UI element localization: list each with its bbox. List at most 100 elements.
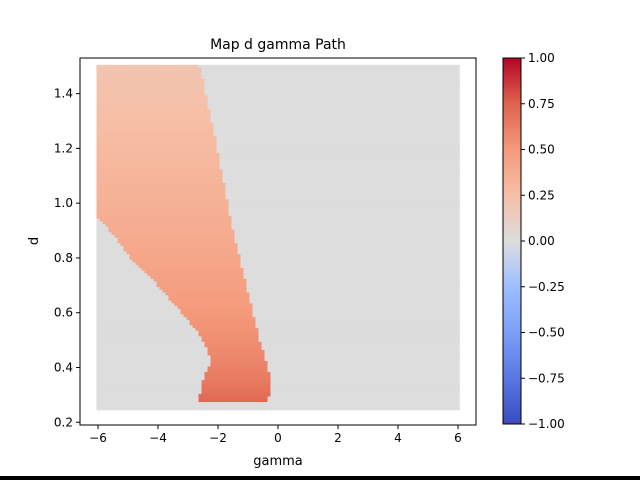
heatmap-cell [366, 377, 370, 381]
heatmap-cell [321, 363, 325, 367]
heatmap-cell [198, 319, 202, 323]
heatmap-cell [222, 377, 226, 381]
heatmap-cell [192, 294, 196, 298]
heatmap-cell [432, 401, 436, 405]
heatmap-cell [333, 305, 337, 309]
heatmap-cell [357, 379, 361, 383]
heatmap-cell [294, 308, 298, 312]
heatmap-cell [240, 344, 244, 348]
heatmap-cell [435, 352, 439, 356]
heatmap-cell [381, 314, 385, 318]
heatmap-cell [135, 390, 139, 394]
heatmap-cell [453, 368, 457, 372]
heatmap-cell [267, 327, 271, 331]
heatmap-cell [450, 385, 454, 389]
heatmap-cell [129, 305, 133, 309]
heatmap-cell [351, 363, 355, 367]
heatmap-cell [120, 314, 124, 318]
heatmap-cell [264, 322, 268, 326]
heatmap-cell [420, 303, 424, 307]
heatmap-cell [417, 388, 421, 392]
heatmap-cell [345, 346, 349, 350]
heatmap-cell [132, 396, 136, 400]
heatmap-cell [210, 393, 214, 397]
heatmap-cell [300, 335, 304, 340]
heatmap-cell [243, 388, 247, 392]
heatmap-cell [204, 341, 208, 345]
heatmap-cell [351, 344, 355, 348]
heatmap-cell [393, 349, 397, 353]
heatmap-cell [381, 401, 385, 405]
heatmap-cell [390, 349, 394, 353]
heatmap-cell [249, 388, 253, 392]
heatmap-cell [381, 368, 385, 372]
heatmap-cell [399, 308, 403, 312]
heatmap-cell [450, 341, 454, 345]
heatmap-cell [273, 327, 277, 331]
heatmap-cell [321, 330, 325, 334]
heatmap-cell [120, 366, 124, 370]
heatmap-cell [435, 398, 439, 403]
heatmap-cell [357, 349, 361, 353]
heatmap-cell [351, 349, 355, 353]
heatmap-cell [414, 396, 418, 400]
heatmap-cell [294, 297, 298, 301]
heatmap-cell [255, 355, 259, 359]
heatmap-cell [141, 352, 145, 356]
heatmap-cell [339, 316, 343, 320]
heatmap-cell [312, 338, 316, 342]
heatmap-cell [411, 325, 415, 329]
heatmap-cell [372, 355, 376, 359]
heatmap-cell [282, 335, 286, 340]
heatmap-cell [165, 374, 169, 378]
heatmap-cell [237, 333, 241, 337]
heatmap-cell [333, 341, 337, 345]
heatmap-cell [171, 355, 175, 359]
heatmap-cell [279, 333, 283, 337]
heatmap-cell [336, 390, 340, 394]
heatmap-cell [225, 327, 229, 331]
heatmap-cell [372, 300, 376, 304]
heatmap-cell [192, 355, 196, 359]
heatmap-cell [417, 390, 421, 394]
heatmap-cell [108, 303, 112, 307]
heatmap-cell [216, 401, 220, 405]
heatmap-cell [147, 355, 151, 359]
heatmap-cell [288, 357, 292, 361]
heatmap-cell [186, 388, 190, 392]
heatmap-cell [96, 388, 100, 392]
heatmap-cell [177, 303, 181, 307]
heatmap-cell [426, 305, 430, 309]
heatmap-cell [216, 303, 220, 307]
heatmap-cell [168, 311, 172, 315]
heatmap-cell [129, 355, 133, 359]
heatmap-cell [342, 352, 346, 356]
chart-title: Map d gamma Path [210, 37, 346, 53]
heatmap-cell [384, 371, 388, 375]
heatmap-cell [159, 377, 163, 381]
heatmap-cell [195, 303, 199, 307]
heatmap-cell [234, 379, 238, 383]
heatmap-cell [375, 338, 379, 342]
heatmap-cell [273, 314, 277, 318]
heatmap-cell [309, 297, 313, 301]
heatmap-cell [423, 388, 427, 392]
heatmap-cell [111, 377, 115, 381]
heatmap-cell [237, 335, 241, 340]
heatmap-cell [165, 297, 169, 301]
heatmap-cell [234, 341, 238, 345]
heatmap-cell [408, 327, 412, 331]
heatmap-cell [375, 319, 379, 323]
heatmap-cell [96, 322, 100, 326]
heatmap-cell [366, 325, 370, 329]
heatmap-cell [282, 398, 286, 403]
heatmap-cell [105, 382, 109, 386]
heatmap-cell [369, 352, 373, 356]
heatmap-cell [150, 311, 154, 315]
heatmap-cell [231, 390, 235, 394]
heatmap-cell [399, 325, 403, 329]
heatmap-cell [180, 352, 184, 356]
heatmap-cell [123, 327, 127, 331]
heatmap-cell [210, 363, 214, 367]
heatmap-cell [357, 352, 361, 356]
